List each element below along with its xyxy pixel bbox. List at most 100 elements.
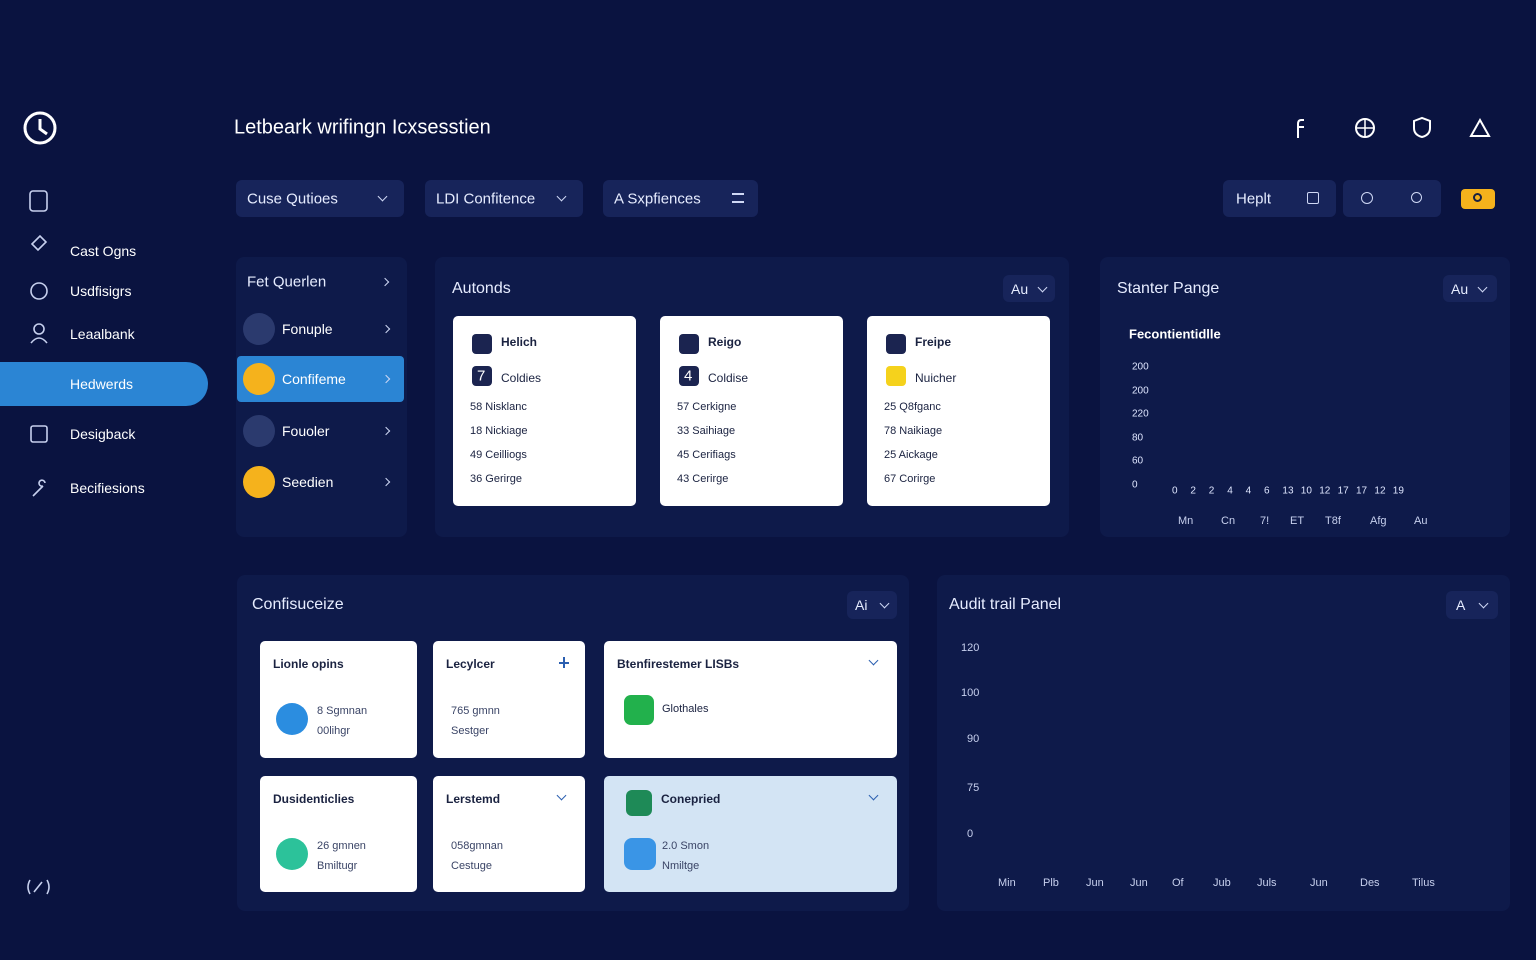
- dropdown-label: Au: [1451, 281, 1469, 297]
- chart-title: Fecontientidlle: [1129, 326, 1221, 342]
- badge-number: 4: [684, 367, 693, 385]
- x-tick-label: Jub: [1213, 877, 1231, 889]
- icon: [1307, 192, 1319, 204]
- green-icon: [626, 790, 652, 816]
- panel-title: Autonds: [452, 280, 511, 297]
- x-tick-label: Of: [1172, 877, 1184, 889]
- chevron: [381, 374, 391, 384]
- card-line: 33 Saihiage: [677, 425, 736, 437]
- card-title: Lecylcer: [446, 657, 495, 671]
- number-badge: [886, 366, 906, 386]
- card-title: Helich: [501, 335, 538, 349]
- search-icon: [1411, 192, 1422, 203]
- audit-panel: Audit trail Panel A 120 100 90 75 0 Min Plb Jun…: [937, 575, 1510, 911]
- card-line: Nmiltge: [662, 860, 700, 872]
- chevron: [868, 655, 879, 666]
- info-card[interactable]: Helich 7 Coldies 58 Nisklanc 18 Nickiage 49 C…: [453, 316, 636, 506]
- badge-number: 7: [477, 367, 486, 385]
- dropdown[interactable]: Au: [1003, 275, 1055, 302]
- x-tick-label: 12: [1374, 485, 1386, 497]
- card-icon: [886, 334, 906, 354]
- chevron: [1477, 282, 1488, 293]
- x-tick-label: Des: [1360, 877, 1380, 889]
- chevron: [1037, 282, 1048, 293]
- quick-item[interactable]: Confifeme: [237, 356, 404, 402]
- card-sub: Coldies: [501, 371, 542, 385]
- card-line: 49 Ceilliogs: [470, 449, 527, 461]
- card-title: Conepried: [661, 792, 721, 806]
- quick-item[interactable]: Seedien: [237, 459, 404, 505]
- list-icon: [732, 193, 744, 203]
- config-card[interactable]: Lerstemd 058gmnan Cestuge: [433, 776, 585, 892]
- nav-item[interactable]: Desigback: [70, 426, 136, 442]
- config-card[interactable]: Lecylcer 765 gmnn Sestger: [433, 641, 585, 758]
- info-card[interactable]: Freipe Nuicher 25 Q8fganc 78 Naikiage 25 Aic…: [867, 316, 1050, 506]
- y-tick-label: 80: [1132, 432, 1144, 443]
- card-title: Lerstemd: [446, 792, 501, 806]
- x-label: Au: [1414, 515, 1428, 527]
- nav-item[interactable]: Leaalbank: [70, 326, 135, 342]
- info-card[interactable]: Reigo 4 Coldise 57 Cerkigne 33 Saihiage 45 Ce…: [660, 316, 843, 506]
- card-line: 25 Aickage: [884, 449, 938, 461]
- y-tick-label: 60: [1132, 455, 1144, 467]
- config-card[interactable]: Conepried 2.0 Smon Nmiltge: [604, 776, 897, 892]
- card-line: 43 Cerirge: [677, 473, 729, 485]
- item-label: Confifeme: [282, 371, 346, 387]
- nav-item[interactable]: Hedwerds: [70, 376, 134, 392]
- nav-item[interactable]: Cast Ogns: [70, 243, 137, 259]
- x-tick-label: Jun: [1086, 877, 1104, 889]
- filter-dropdown[interactable]: Cuse Qutioes: [236, 180, 404, 217]
- x-tick-label: 17: [1337, 485, 1349, 497]
- chevron: [381, 426, 391, 436]
- toolbar-icons[interactable]: [1343, 180, 1441, 217]
- card-sub: Nuicher: [915, 371, 957, 385]
- config-card[interactable]: Dusidenticlies 26 gmnen Bmiltugr: [260, 776, 417, 892]
- panel-title: Audit trail Panel: [949, 596, 1062, 613]
- x-tick-label: 2: [1208, 485, 1215, 497]
- filter-dropdown[interactable]: LDI Confitence: [425, 180, 583, 217]
- item-label: Seedien: [282, 474, 334, 490]
- x-label: Afg: [1370, 515, 1387, 527]
- quick-item[interactable]: Fouoler: [237, 408, 404, 454]
- chevron: [879, 598, 890, 609]
- card-icon: [679, 334, 699, 354]
- toolbar-help[interactable]: Heplt: [1223, 180, 1336, 217]
- card-line: 18 Nickiage: [470, 425, 528, 437]
- nav-item[interactable]: Becifiesions: [70, 480, 145, 496]
- status-icon: [624, 838, 656, 870]
- y-tick-label: 100: [961, 687, 980, 699]
- x-tick-label: Plb: [1043, 877, 1059, 889]
- starter-panel: Stanter Pange Au Fecontientidlle 200 200 2…: [1100, 257, 1510, 537]
- item-icon: [243, 466, 275, 498]
- item-label: Fonuple: [282, 321, 333, 337]
- card-line: 26 gmnen: [317, 840, 366, 852]
- filter-dropdown[interactable]: A Sxpfiences: [603, 180, 758, 217]
- item-icon: [243, 415, 275, 447]
- item-label: Fouoler: [282, 423, 330, 439]
- app-title: Letbeark wrifingn Icxsesstien: [234, 116, 491, 139]
- chevron: [380, 277, 390, 287]
- dropdown[interactable]: Ai: [847, 591, 897, 619]
- config-card[interactable]: Lionle opins 8 Sgmnan 00lihgr: [260, 641, 417, 758]
- chevron: [556, 191, 567, 202]
- card-line: 78 Naikiage: [884, 425, 943, 437]
- item-icon: [243, 313, 275, 345]
- card-sub: Coldise: [708, 371, 749, 385]
- config-card[interactable]: Btenfirestemer LISBs Glothales: [604, 641, 897, 758]
- card-line: 57 Cerkigne: [677, 401, 737, 413]
- x-tick-label: 17: [1356, 485, 1368, 497]
- chevron: [377, 191, 388, 202]
- quick-panel: Fet Querlen Fonuple Confifeme Fouoler Seedi…: [236, 257, 407, 537]
- dropdown[interactable]: A: [1446, 591, 1498, 619]
- x-tick-label: 10: [1300, 485, 1312, 497]
- card-line: 36 Gerirge: [470, 473, 522, 485]
- search-button[interactable]: [1461, 189, 1495, 209]
- card-title: Freipe: [915, 335, 952, 349]
- nav-item[interactable]: Usdfisigrs: [70, 283, 132, 299]
- active-pill[interactable]: [0, 362, 208, 406]
- quick-item[interactable]: Fonuple: [237, 306, 404, 352]
- filter-label: LDI Confitence: [436, 190, 536, 208]
- dropdown[interactable]: Au: [1443, 275, 1497, 302]
- plus-v: [563, 657, 565, 668]
